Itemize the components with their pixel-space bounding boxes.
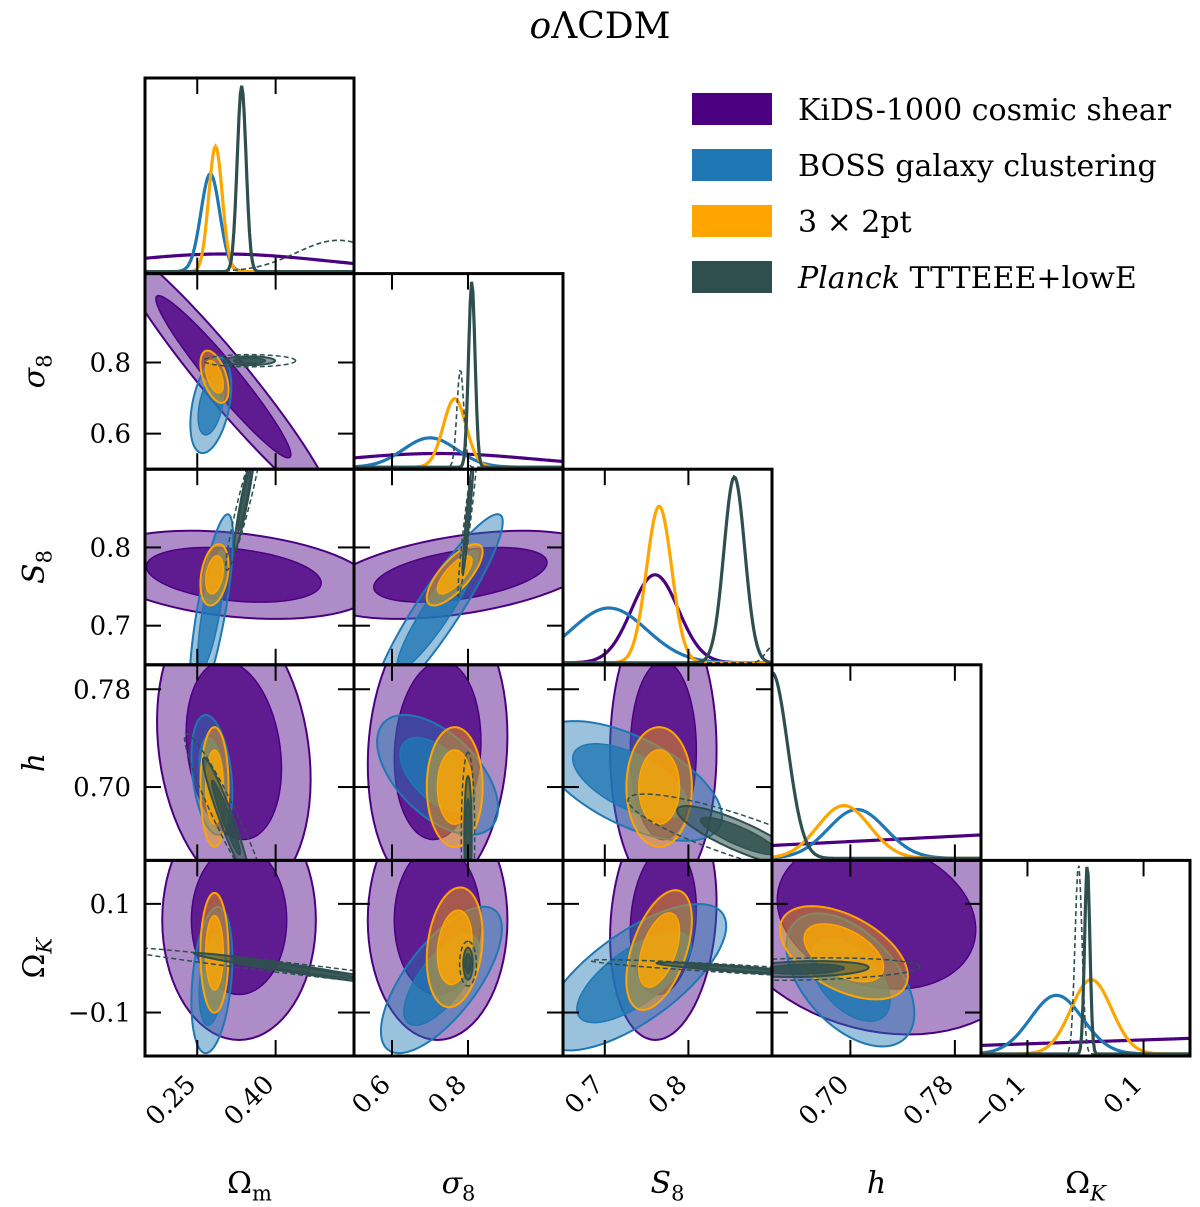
legend-swatch xyxy=(692,149,772,181)
contour-68-planck xyxy=(210,779,242,856)
x-tick-label: 0.78 xyxy=(898,1070,960,1132)
panel-sigma8-h xyxy=(352,663,565,862)
panel-Om-h xyxy=(143,663,356,862)
panel-Om-sigma8 xyxy=(143,272,356,471)
x-tick-label: −0.1 xyxy=(967,1070,1033,1136)
y-tick-label: 0.1 xyxy=(90,890,131,920)
panel-OmK-marginal xyxy=(979,858,1192,1058)
y-tick-label: −0.1 xyxy=(68,999,131,1029)
x-tick-label: 0.6 xyxy=(346,1070,396,1120)
marginal-planck-dashed-sigma8 xyxy=(354,369,563,468)
marginal-planck-sigma8 xyxy=(354,281,563,469)
panel-h-marginal xyxy=(770,663,983,862)
axis-label-OmK: ΩK xyxy=(17,937,57,979)
contour-68-planck xyxy=(686,964,772,974)
marginal-kids-Om xyxy=(145,252,354,266)
contour-68-planck xyxy=(464,797,472,861)
axis-label-Om: Ωm xyxy=(227,1166,272,1206)
contour-68-planck xyxy=(237,469,252,533)
contour-planck-dashed xyxy=(627,793,772,861)
panel-sigma8-OmK xyxy=(352,858,565,1058)
contour-planck-dashed xyxy=(202,353,297,368)
contour-68-x2pt xyxy=(638,912,681,988)
panel-h-OmK xyxy=(770,858,983,1058)
panel-Om-OmK xyxy=(143,858,356,1058)
marginal-boss-S8 xyxy=(563,606,772,665)
contour-68-kids xyxy=(155,294,292,459)
contour-planck-dashed xyxy=(225,469,259,571)
axis-label-S8: S8 xyxy=(651,1166,685,1206)
marginal-planck-dashed-S8 xyxy=(563,646,772,664)
panel-S8-h xyxy=(561,663,774,862)
legend-swatch xyxy=(692,205,772,237)
panel-Om-marginal xyxy=(143,76,356,276)
marginal-planck-dashed-OmK xyxy=(981,865,1190,1055)
x-tick-label: 0.7 xyxy=(559,1070,609,1120)
y-tick-label: 0.7 xyxy=(90,612,131,642)
contour-68-x2pt xyxy=(205,555,224,595)
x-tick-label: 0.70 xyxy=(793,1070,855,1132)
axis-label-sigma8: σ8 xyxy=(442,1166,476,1206)
x-tick-label: 0.40 xyxy=(218,1070,280,1132)
y-tick-label: 0.6 xyxy=(90,420,131,450)
contour-planck-dashed xyxy=(457,469,477,598)
y-tick-label: 0.8 xyxy=(90,349,131,379)
marginal-planck-h xyxy=(772,671,981,860)
axis-label-h: h xyxy=(867,1166,886,1201)
contour-planck-dashed xyxy=(772,957,921,981)
contour-68-planck xyxy=(463,479,473,554)
panel-frame xyxy=(979,858,1192,1058)
marginal-planck-S8 xyxy=(563,474,772,665)
axis-label-OmK: ΩK xyxy=(1065,1166,1107,1206)
panel-Om-S8 xyxy=(143,467,356,667)
contour-68-planck xyxy=(464,952,472,975)
legend-label: Planck TTTEEE+lowE xyxy=(797,261,1137,296)
contour-68-x2pt xyxy=(205,359,224,394)
y-tick-label: 0.78 xyxy=(73,675,131,705)
contour-68-planck xyxy=(699,816,772,856)
panel-frame xyxy=(352,272,565,471)
legend-swatch xyxy=(692,93,772,125)
axis-label-sigma8: σ8 xyxy=(17,354,57,388)
contour-68-x2pt xyxy=(638,749,681,825)
legend-label: 3 × 2pt xyxy=(798,205,912,240)
axis-label-h: h xyxy=(17,753,52,772)
contour-planck-dashed xyxy=(458,940,478,987)
legend-label: KiDS-1000 cosmic shear xyxy=(798,93,1172,128)
contour-68-x2pt xyxy=(205,914,224,991)
contour-planck-dashed xyxy=(460,751,476,861)
panel-sigma8-marginal xyxy=(352,272,565,471)
x-tick-label: 0.25 xyxy=(140,1070,202,1132)
marginal-planck-Om xyxy=(145,85,354,274)
marginal-kids-S8 xyxy=(563,573,772,665)
chart-title: oΛCDM xyxy=(530,6,671,47)
marginal-boss-sigma8 xyxy=(354,436,563,469)
marginal-planck-dashed-Om xyxy=(145,239,354,273)
axis-label-S8: S8 xyxy=(17,550,57,584)
legend-swatch xyxy=(692,261,772,293)
panel-sigma8-S8 xyxy=(352,467,565,667)
y-tick-label: 0.8 xyxy=(90,533,131,563)
contour-68-planck xyxy=(231,958,354,980)
x-tick-label: 0.1 xyxy=(1098,1070,1148,1120)
panel-S8-marginal xyxy=(561,467,774,667)
legend-label: BOSS galaxy clustering xyxy=(798,149,1157,184)
contour-68-planck xyxy=(232,357,267,365)
marginal-kids-OmK xyxy=(981,1036,1190,1047)
x-tick-label: 0.8 xyxy=(422,1070,472,1120)
x-tick-label: 0.8 xyxy=(643,1070,693,1120)
y-tick-label: 0.70 xyxy=(73,773,131,803)
contour-planck-dashed xyxy=(183,732,259,861)
marginal-kids-sigma8 xyxy=(354,451,563,464)
contour-68-planck xyxy=(772,963,846,975)
